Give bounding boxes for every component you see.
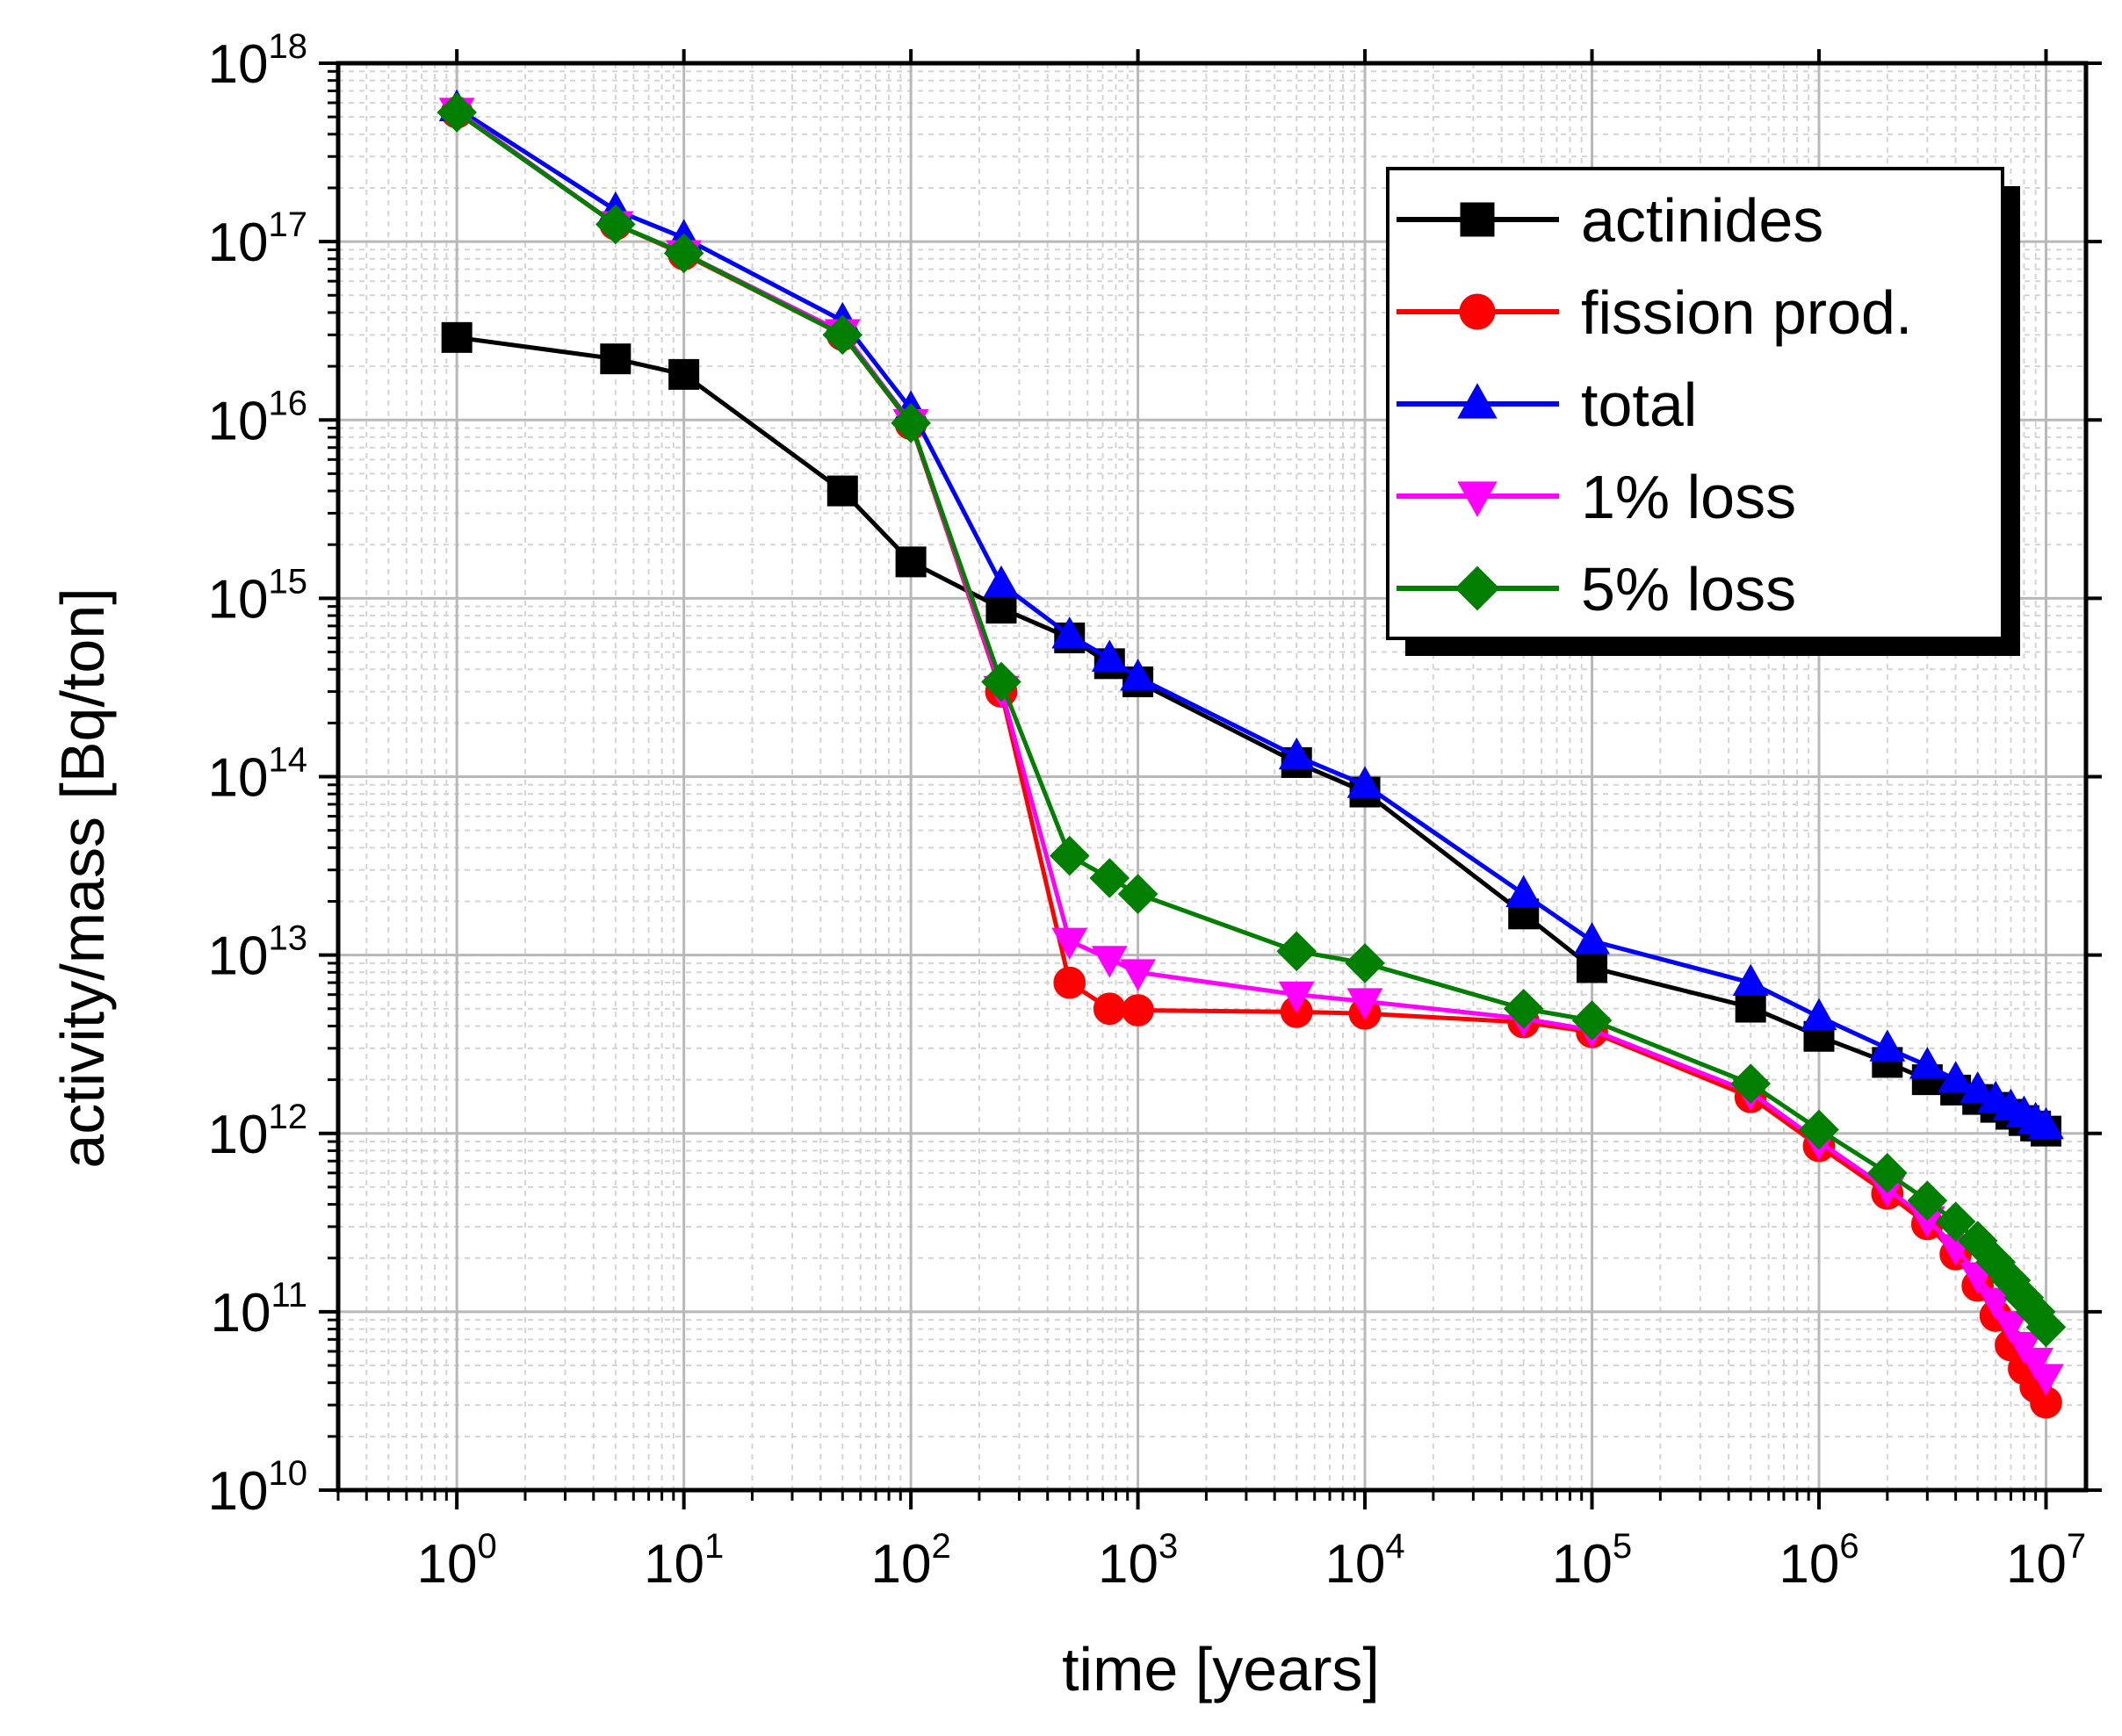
legend-entry: actinides bbox=[1397, 186, 1823, 255]
legend-entry: fission prod. bbox=[1397, 278, 1912, 347]
data-point bbox=[1345, 943, 1385, 983]
data-point bbox=[1346, 766, 1383, 798]
legend-marker bbox=[1460, 202, 1495, 237]
legend-marker bbox=[1454, 565, 1500, 611]
data-point bbox=[1276, 931, 1317, 972]
data-point bbox=[1120, 659, 1156, 691]
y-tick-label: 1018 bbox=[208, 27, 307, 95]
y-tick-label: 1010 bbox=[208, 1454, 307, 1522]
data-point bbox=[1735, 991, 1766, 1023]
data-point bbox=[985, 593, 1017, 624]
data-point bbox=[1093, 992, 1126, 1026]
data-point bbox=[981, 661, 1021, 702]
legend-entry: 1% loss bbox=[1397, 463, 1796, 531]
y-tick-label: 1013 bbox=[208, 919, 307, 987]
legend-entry: total bbox=[1397, 371, 1697, 439]
series-5-loss bbox=[437, 92, 2067, 1348]
data-point bbox=[1574, 922, 1610, 954]
data-point bbox=[1730, 1063, 1772, 1104]
data-point bbox=[1935, 1201, 1976, 1243]
y-tick-label: 1014 bbox=[208, 741, 307, 809]
x-axis-title: time [years] bbox=[1062, 1635, 1380, 1704]
data-point bbox=[2006, 1331, 2042, 1365]
legend-label: actinides bbox=[1581, 186, 1823, 255]
data-point bbox=[1869, 1029, 1906, 1062]
plot-frame bbox=[336, 61, 2089, 1493]
data-point bbox=[668, 358, 700, 390]
x-tick-label: 101 bbox=[644, 1527, 724, 1595]
y-tick-label: 1016 bbox=[208, 384, 307, 451]
y-tick-label: 1015 bbox=[208, 562, 307, 630]
data-point bbox=[1960, 1070, 1996, 1104]
x-tick-labels: 100 101 102 103 104 105 106 107 bbox=[417, 1527, 2087, 1595]
data-point bbox=[983, 565, 1020, 598]
data-point bbox=[1051, 927, 1088, 960]
data-point bbox=[1122, 994, 1154, 1026]
legend-marker bbox=[1459, 293, 1496, 330]
legend-entry: 5% loss bbox=[1397, 555, 1796, 623]
data-point bbox=[441, 321, 473, 353]
data-point bbox=[437, 92, 477, 133]
data-point bbox=[1278, 737, 1315, 770]
x-tick-label: 103 bbox=[1098, 1527, 1178, 1595]
data-point bbox=[1977, 1287, 2014, 1320]
x-tick-label: 104 bbox=[1324, 1527, 1404, 1595]
data-point bbox=[1993, 1311, 2029, 1343]
data-point bbox=[1049, 835, 1090, 876]
y-tick-labels: 1010 1011 1012 1013 1014 1015 1016 1017 1018 bbox=[208, 27, 307, 1522]
data-point bbox=[1938, 1061, 1974, 1093]
x-tick-label: 102 bbox=[870, 1527, 950, 1595]
legend: actinides fission prod. total 1% loss 5% los… bbox=[1386, 167, 2020, 656]
data-point bbox=[2028, 1106, 2064, 1140]
data-point bbox=[1505, 875, 1542, 908]
x-tick-label: 106 bbox=[1779, 1527, 1859, 1595]
data-point bbox=[1278, 981, 1315, 1014]
data-point bbox=[1053, 966, 1086, 999]
data-point bbox=[1867, 1153, 1908, 1193]
data-point bbox=[1799, 1109, 1839, 1150]
data-point bbox=[826, 475, 858, 507]
data-point bbox=[1120, 959, 1156, 991]
data-point bbox=[2025, 1307, 2067, 1348]
legend-label: 5% loss bbox=[1581, 555, 1796, 623]
data-point bbox=[1091, 946, 1128, 978]
x-tick-label: 107 bbox=[2006, 1527, 2086, 1595]
data-point bbox=[891, 403, 931, 443]
data-point bbox=[2028, 1364, 2064, 1396]
legend-marker bbox=[1457, 383, 1498, 419]
data-point bbox=[1571, 1000, 1613, 1041]
data-point bbox=[1089, 858, 1130, 898]
y-tick-label: 1012 bbox=[208, 1098, 307, 1165]
y-tick-label: 1011 bbox=[211, 1276, 308, 1343]
data-point bbox=[1051, 616, 1088, 649]
data-point bbox=[1907, 1180, 1948, 1221]
data-point bbox=[1346, 988, 1383, 1020]
legend-label: 1% loss bbox=[1581, 463, 1796, 531]
x-tick-label: 105 bbox=[1552, 1527, 1632, 1595]
x-tick-label: 100 bbox=[417, 1527, 497, 1595]
data-point bbox=[1117, 874, 1158, 914]
data-point bbox=[1732, 963, 1769, 997]
y-axis-title: activity/mass [Bq/ton] bbox=[48, 587, 117, 1168]
y-tick-label: 1017 bbox=[208, 205, 307, 273]
legend-label: fission prod. bbox=[1581, 278, 1912, 347]
data-point bbox=[2017, 1347, 2054, 1380]
data-point bbox=[1909, 1047, 1945, 1079]
legend-marker bbox=[1457, 481, 1498, 517]
data-point bbox=[822, 314, 863, 356]
data-point bbox=[1503, 988, 1544, 1029]
data-point bbox=[1801, 998, 1837, 1031]
legend-label: total bbox=[1581, 371, 1697, 439]
data-point bbox=[895, 546, 927, 578]
data-point bbox=[1091, 639, 1128, 672]
data-point bbox=[595, 204, 636, 245]
data-point bbox=[1577, 952, 1608, 983]
series-layer bbox=[437, 89, 2067, 1419]
data-point bbox=[600, 343, 632, 375]
data-point bbox=[663, 233, 704, 274]
